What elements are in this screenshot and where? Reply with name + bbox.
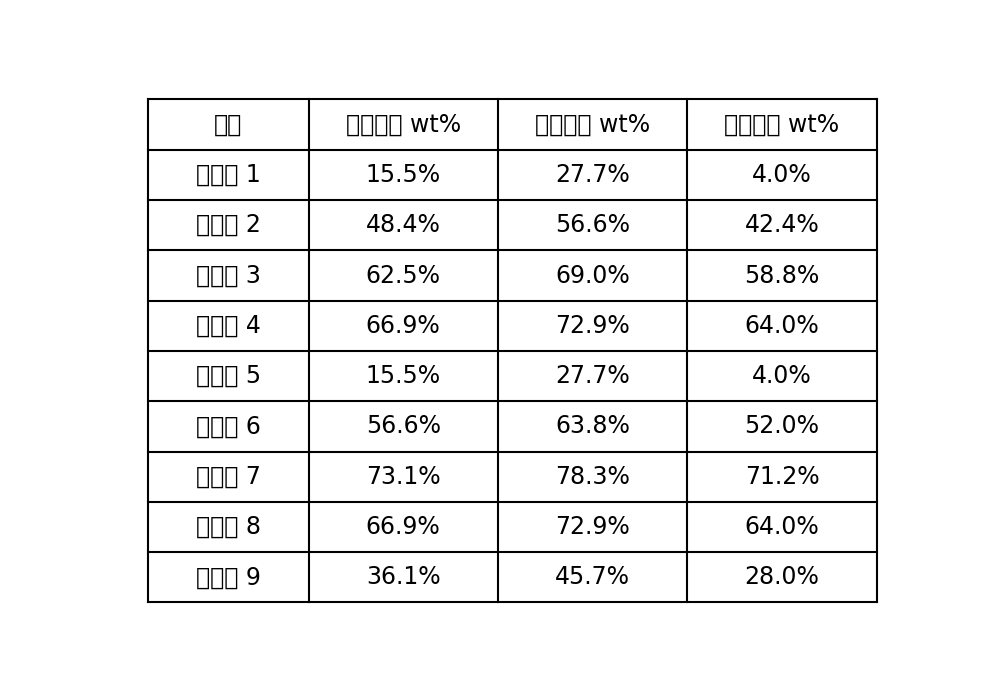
Text: 实施例 9: 实施例 9 (196, 565, 261, 589)
Text: 4.0%: 4.0% (752, 364, 812, 388)
Text: 45.7%: 45.7% (555, 565, 630, 589)
Text: 4.0%: 4.0% (752, 163, 812, 187)
Text: 15.5%: 15.5% (366, 364, 441, 388)
Text: 铝回收率 wt%: 铝回收率 wt% (346, 113, 461, 137)
Text: 27.7%: 27.7% (555, 163, 630, 187)
Text: 52.0%: 52.0% (745, 414, 820, 439)
Text: 78.3%: 78.3% (555, 465, 630, 489)
Text: 实施例 5: 实施例 5 (196, 364, 261, 388)
Text: 样品: 样品 (214, 113, 243, 137)
Text: 66.9%: 66.9% (366, 314, 441, 338)
Text: 实施例 7: 实施例 7 (196, 465, 261, 489)
Text: 15.5%: 15.5% (366, 163, 441, 187)
Text: 实施例 8: 实施例 8 (196, 515, 261, 539)
Text: 实施例 1: 实施例 1 (196, 163, 261, 187)
Text: 56.6%: 56.6% (366, 414, 441, 439)
Text: 56.6%: 56.6% (555, 213, 630, 237)
Text: 36.1%: 36.1% (366, 565, 441, 589)
Text: 实施例 6: 实施例 6 (196, 414, 261, 439)
Text: 42.4%: 42.4% (745, 213, 819, 237)
Text: 实施例 3: 实施例 3 (196, 263, 261, 288)
Text: 27.7%: 27.7% (555, 364, 630, 388)
Text: 72.9%: 72.9% (555, 515, 630, 539)
Text: 62.5%: 62.5% (366, 263, 441, 288)
Text: 69.0%: 69.0% (555, 263, 630, 288)
Text: 鐵回收率 wt%: 鐵回收率 wt% (724, 113, 840, 137)
Text: 72.9%: 72.9% (555, 314, 630, 338)
Text: 71.2%: 71.2% (745, 465, 819, 489)
Text: 48.4%: 48.4% (366, 213, 441, 237)
Text: 28.0%: 28.0% (745, 565, 819, 589)
Text: 实施例 2: 实施例 2 (196, 213, 261, 237)
Text: 64.0%: 64.0% (745, 515, 819, 539)
Text: 73.1%: 73.1% (366, 465, 441, 489)
Text: 64.0%: 64.0% (745, 314, 819, 338)
Text: 58.8%: 58.8% (744, 263, 820, 288)
Text: 鐗回收率 wt%: 鐗回收率 wt% (535, 113, 650, 137)
Text: 63.8%: 63.8% (555, 414, 630, 439)
Text: 实施例 4: 实施例 4 (196, 314, 261, 338)
Text: 66.9%: 66.9% (366, 515, 441, 539)
